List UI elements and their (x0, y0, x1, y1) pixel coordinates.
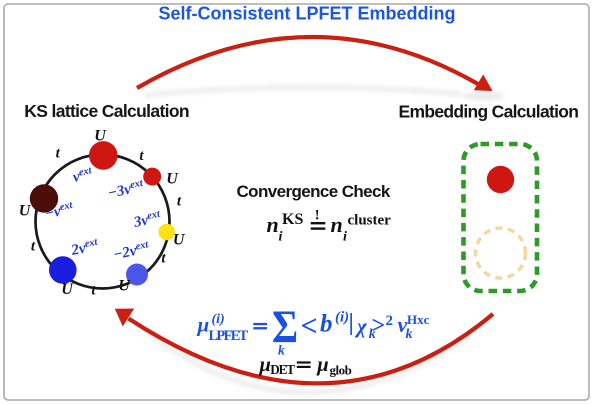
svg-text:t: t (177, 194, 182, 210)
svg-text:!: ! (315, 208, 320, 224)
svg-text:3vext: 3vext (131, 208, 163, 231)
svg-text:KS: KS (282, 211, 303, 228)
svg-text:k: k (278, 343, 285, 358)
svg-text:μ: μ (259, 354, 271, 376)
svg-text:μ: μ (197, 313, 210, 337)
svg-text:i: i (279, 230, 283, 245)
svg-text:Self-Consistent LPFET Embeddin: Self-Consistent LPFET Embedding (159, 4, 456, 24)
svg-text:t: t (91, 283, 96, 299)
svg-text:(i): (i) (335, 310, 349, 326)
svg-text:Convergence Check: Convergence Check (237, 182, 391, 201)
svg-text:χ: χ (354, 314, 368, 338)
svg-text:−3vext: −3vext (106, 178, 146, 202)
svg-text:U: U (19, 203, 32, 220)
svg-text:U: U (94, 128, 107, 145)
svg-text:KS lattice Calculation: KS lattice Calculation (24, 101, 189, 121)
svg-text:t: t (31, 239, 36, 255)
svg-text:Σ: Σ (272, 301, 298, 353)
svg-text:|: | (349, 310, 354, 336)
svg-text:−2vext: −2vext (112, 239, 152, 263)
svg-text:t: t (56, 146, 61, 162)
svg-text:i: i (343, 230, 347, 245)
svg-text:t: t (161, 251, 166, 267)
svg-text:U: U (173, 232, 186, 249)
svg-text:k: k (369, 327, 376, 342)
svg-text:U: U (166, 171, 179, 188)
svg-text:b: b (320, 311, 333, 338)
svg-text:<: < (301, 310, 318, 343)
svg-text:Embedding Calculation: Embedding Calculation (399, 102, 579, 122)
svg-text:glob: glob (330, 363, 352, 378)
svg-text:2vext: 2vext (69, 236, 101, 259)
svg-text:Hxc: Hxc (407, 312, 430, 327)
svg-text:n: n (267, 212, 279, 237)
svg-text:t: t (139, 148, 144, 164)
svg-text:2: 2 (386, 313, 394, 329)
svg-text:U: U (61, 281, 74, 298)
svg-text:DET: DET (270, 362, 295, 377)
svg-text:(i): (i) (212, 312, 225, 327)
svg-text:LPFET: LPFET (209, 328, 249, 344)
svg-text:v: v (398, 312, 408, 337)
svg-text:n: n (331, 212, 343, 237)
svg-text:μ: μ (316, 354, 328, 376)
svg-text:k: k (406, 327, 413, 342)
svg-text:U: U (118, 278, 131, 295)
svg-text:>: > (372, 313, 386, 339)
svg-text:cluster: cluster (348, 213, 392, 229)
svg-text:vext: vext (71, 165, 95, 186)
